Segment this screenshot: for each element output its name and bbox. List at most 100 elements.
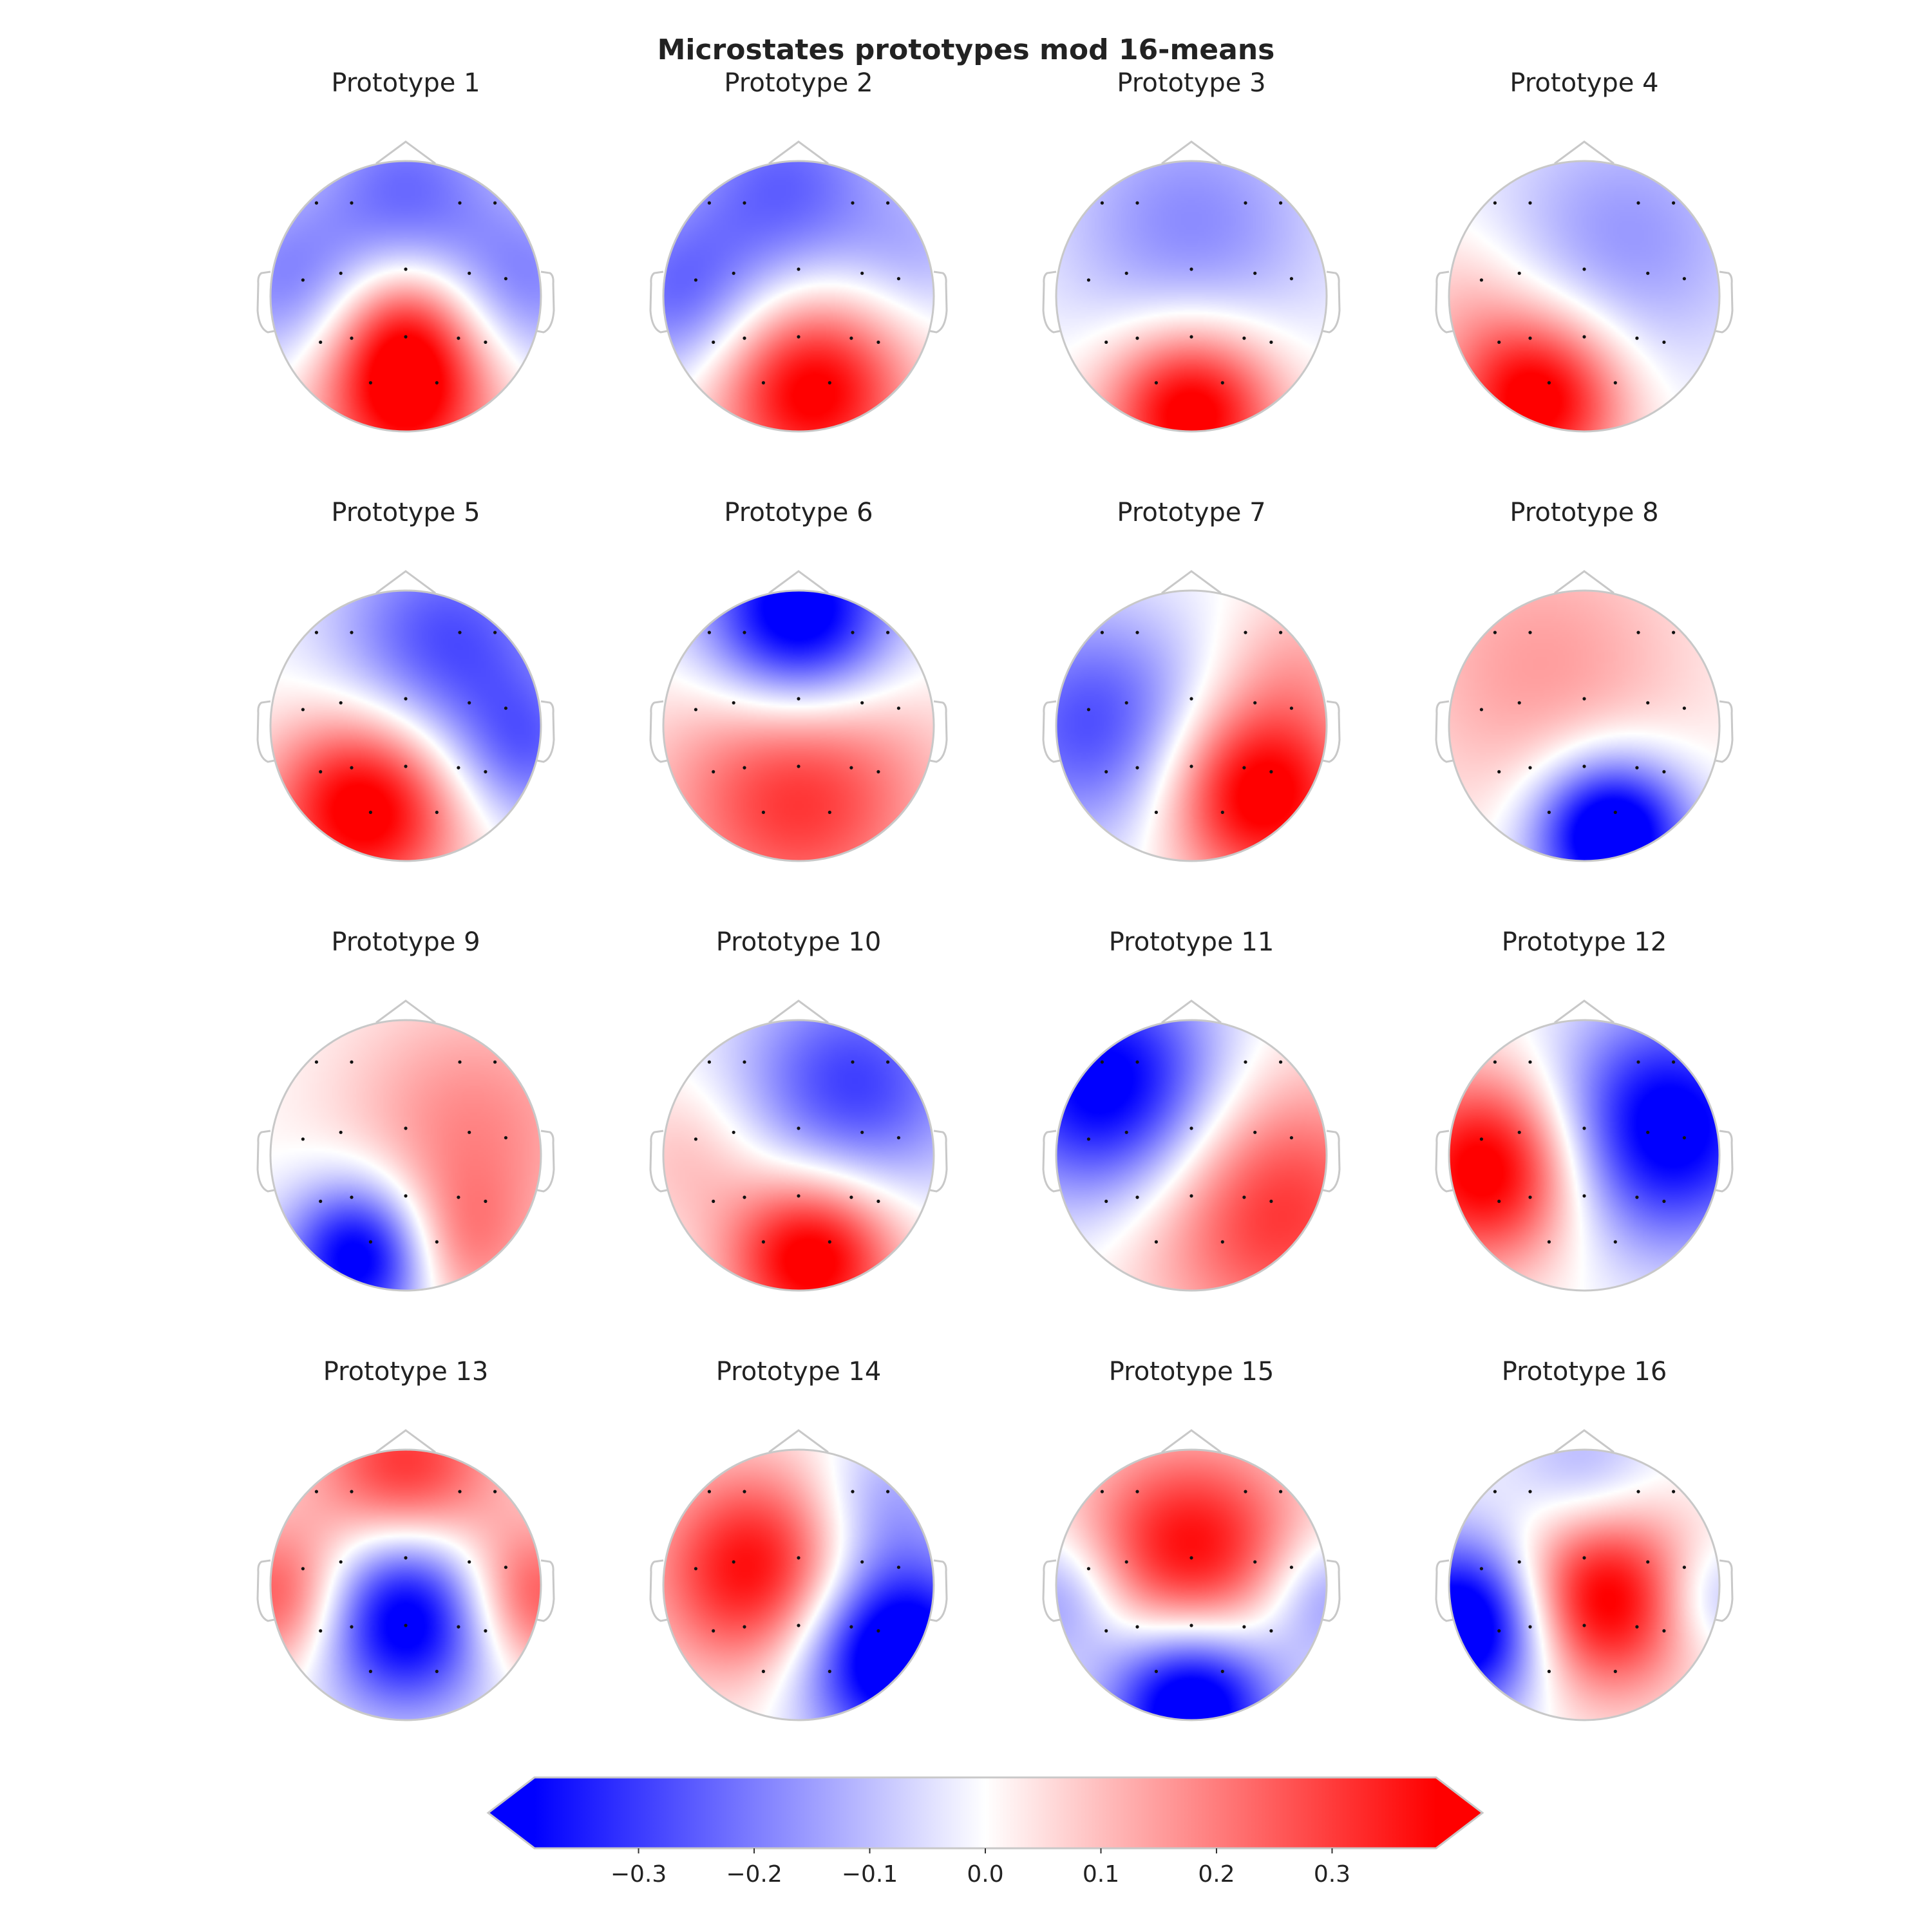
electrode-marker xyxy=(1154,381,1158,385)
electrode-marker xyxy=(694,278,697,282)
electrode-marker xyxy=(1104,1199,1108,1203)
topomap-grid: Prototype 1 Prototype 2 Prototype 3 Prototy… xyxy=(256,68,1734,1721)
colorbar-tick-label: −0.1 xyxy=(842,1861,898,1888)
left-ear-outline xyxy=(1042,1130,1061,1193)
electrode-marker xyxy=(886,1060,890,1064)
electrode-marker xyxy=(694,1567,697,1571)
electrode-marker xyxy=(1528,1195,1532,1199)
nose-outline xyxy=(1554,999,1615,1024)
left-ear-outline xyxy=(649,270,668,334)
head-outline xyxy=(1448,589,1721,862)
electrode-marker xyxy=(1253,271,1257,275)
electrode-marker xyxy=(1547,810,1551,814)
electrode-marker xyxy=(1104,770,1108,773)
electrode-marker xyxy=(1528,1060,1532,1064)
prototype-title: Prototype 15 xyxy=(1109,1357,1274,1387)
topomap-field xyxy=(270,1450,541,1720)
electrode-marker xyxy=(1220,810,1224,814)
topomap-field xyxy=(663,591,934,861)
electrode-marker xyxy=(319,340,323,345)
electrode-marker xyxy=(368,1669,373,1673)
topomap-13: Prototype 13 xyxy=(256,1357,555,1721)
electrode-marker xyxy=(896,706,900,710)
head-outline xyxy=(269,160,542,433)
electrode-marker xyxy=(1636,1060,1640,1064)
electrode-marker xyxy=(712,1199,715,1203)
electrode-marker xyxy=(860,1130,864,1134)
electrode-marker xyxy=(1582,764,1586,768)
electrode-marker xyxy=(712,340,715,345)
electrode-marker xyxy=(1220,381,1224,385)
electrode-marker xyxy=(1613,381,1617,385)
electrode-marker xyxy=(876,770,880,773)
head-outline xyxy=(662,1019,935,1292)
right-ear-outline xyxy=(536,270,555,334)
topomap-3: Prototype 3 xyxy=(1042,68,1341,433)
electrode-marker xyxy=(1547,1240,1551,1244)
electrode-marker xyxy=(457,1625,460,1629)
electrode-marker xyxy=(404,1556,408,1560)
electrode-marker xyxy=(435,1240,439,1244)
electrode-marker xyxy=(1528,1490,1532,1493)
prototype-title: Prototype 5 xyxy=(331,498,480,527)
electrode-marker xyxy=(1135,336,1139,340)
electrode-marker xyxy=(743,336,746,340)
electrode-marker xyxy=(504,277,508,281)
electrode-marker xyxy=(1493,1490,1497,1493)
electrode-marker xyxy=(1547,381,1551,385)
nose-outline xyxy=(768,999,829,1024)
electrode-marker xyxy=(1636,1490,1640,1493)
electrode-marker xyxy=(457,336,460,340)
head-outline xyxy=(662,160,935,433)
electrode-marker xyxy=(1189,764,1193,768)
electrode-marker xyxy=(797,697,800,701)
electrode-marker xyxy=(849,336,853,340)
electrode-marker xyxy=(350,630,354,634)
electrode-marker xyxy=(1493,201,1497,205)
topomap-15: Prototype 15 xyxy=(1042,1357,1341,1721)
head-outline xyxy=(269,1448,542,1721)
electrode-marker xyxy=(1289,706,1293,710)
electrode-marker xyxy=(1242,1625,1246,1629)
electrode-marker xyxy=(1086,1137,1090,1141)
electrode-marker xyxy=(1662,1629,1666,1633)
nose-outline xyxy=(1554,570,1615,594)
electrode-marker xyxy=(1135,1060,1139,1064)
electrode-marker xyxy=(484,1629,488,1633)
electrode-marker xyxy=(1582,1556,1586,1560)
electrode-marker xyxy=(1135,1490,1139,1493)
electrode-marker xyxy=(1682,1566,1686,1569)
electrode-marker xyxy=(1154,1669,1158,1673)
left-ear-outline xyxy=(649,700,668,763)
electrode-marker xyxy=(350,766,354,770)
electrode-marker xyxy=(743,1060,746,1064)
topomap-4: Prototype 4 xyxy=(1435,68,1734,433)
left-ear-outline xyxy=(649,1130,668,1193)
electrode-marker xyxy=(457,1195,460,1199)
electrode-marker xyxy=(319,770,323,773)
head-outline xyxy=(1055,160,1328,433)
electrode-marker xyxy=(1479,1567,1483,1571)
electrode-marker xyxy=(493,630,497,634)
electrode-marker xyxy=(1104,1629,1108,1633)
electrode-marker xyxy=(404,267,408,271)
left-ear-outline xyxy=(1435,1559,1454,1622)
electrode-marker xyxy=(849,766,853,770)
prototype-title: Prototype 1 xyxy=(331,68,480,98)
electrode-marker xyxy=(458,1490,462,1493)
electrode-marker xyxy=(712,770,715,773)
electrode-marker xyxy=(404,1624,408,1627)
electrode-marker xyxy=(1269,1629,1273,1633)
left-ear-outline xyxy=(256,270,275,334)
electrode-marker xyxy=(1289,277,1293,281)
topomap-field xyxy=(1056,1020,1327,1291)
electrode-marker xyxy=(1582,697,1586,701)
electrode-marker xyxy=(896,1566,900,1569)
electrode-marker xyxy=(350,1195,354,1199)
electrode-marker xyxy=(851,1060,855,1064)
nose-outline xyxy=(375,1429,436,1454)
electrode-marker xyxy=(1582,1194,1586,1198)
electrode-marker xyxy=(435,810,439,814)
figure-title: Microstates prototypes mod 16-means xyxy=(658,33,1275,66)
nose-outline xyxy=(375,140,436,165)
